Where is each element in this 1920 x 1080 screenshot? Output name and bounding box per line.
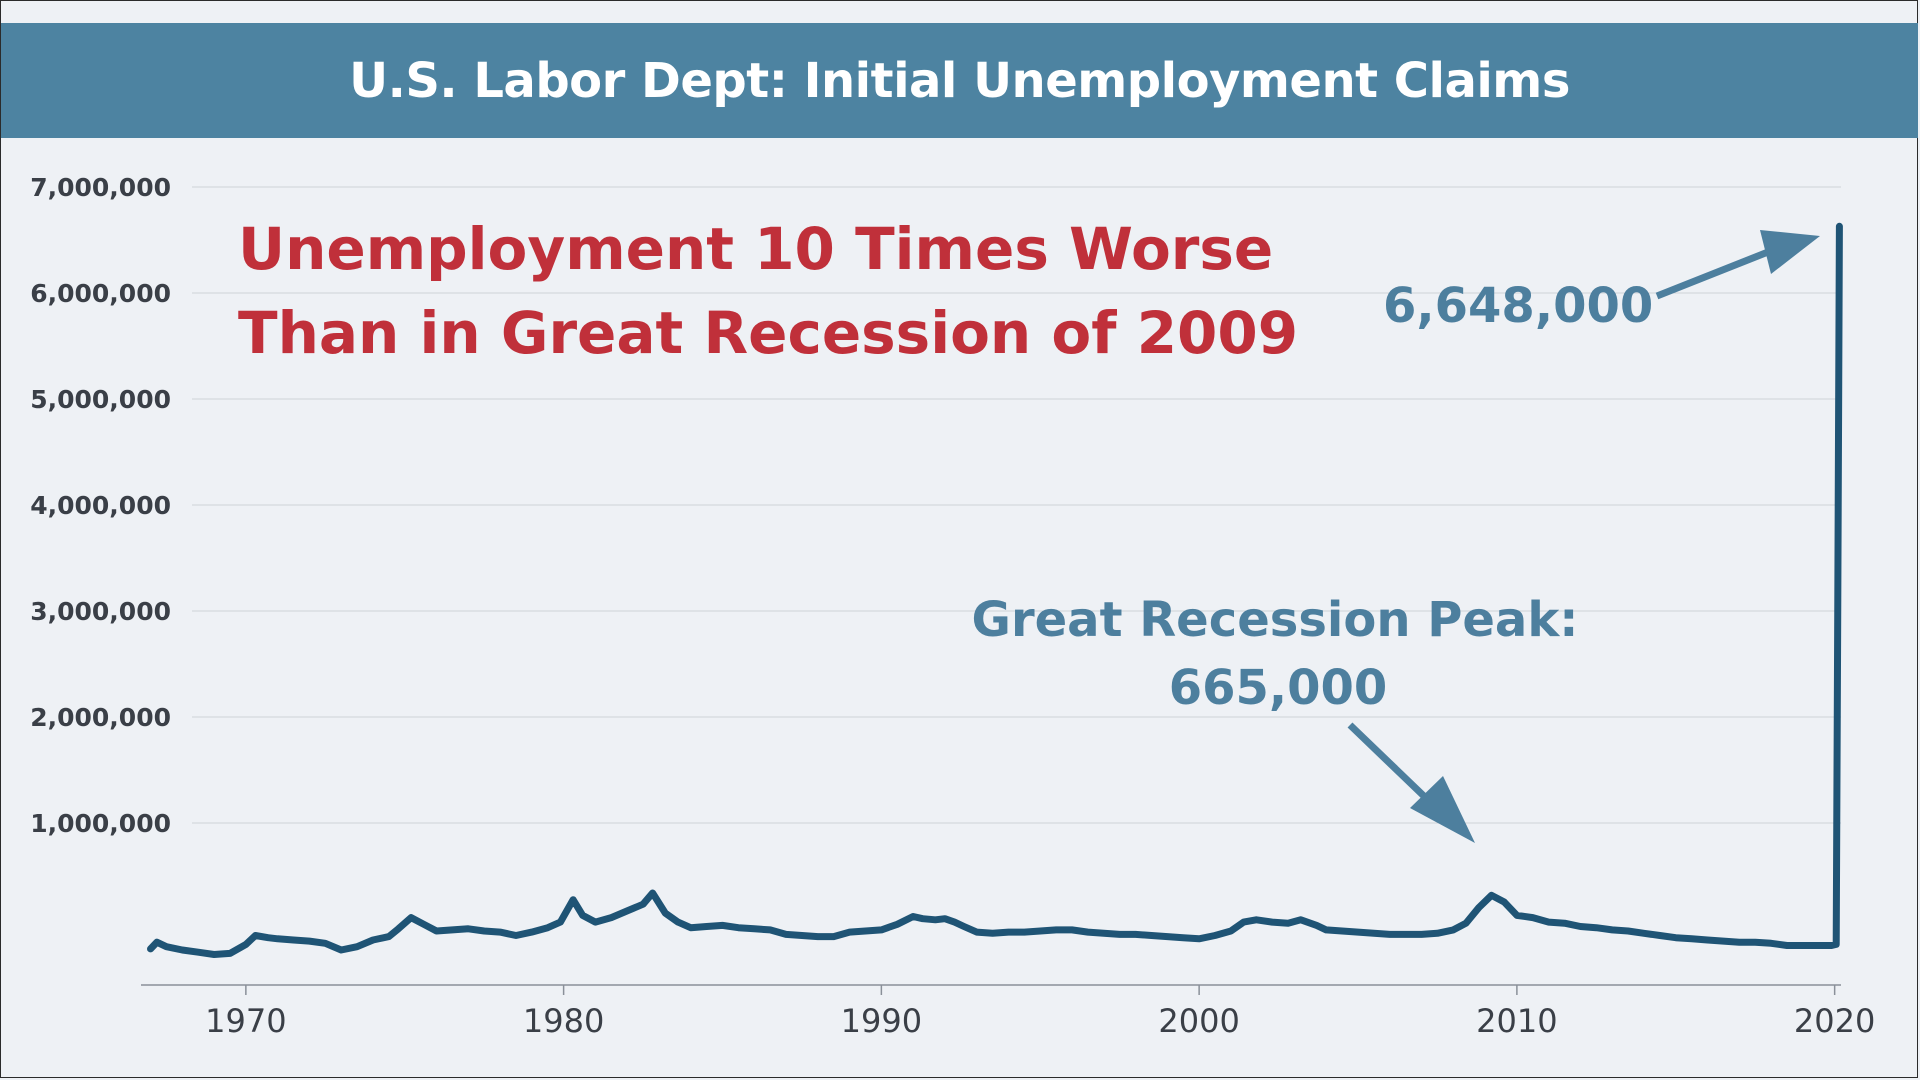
headline-line-1: Unemployment 10 Times Worse xyxy=(238,215,1273,283)
x-tick-label: 1970 xyxy=(205,1002,286,1040)
recession-peak-arrow-shaft xyxy=(1347,722,1431,803)
y-axis-ticks: 1,000,000 2,000,000 3,000,000 4,000,000 5,00… xyxy=(30,173,171,838)
y-tick-label: 7,000,000 xyxy=(30,173,171,202)
grid-lines xyxy=(192,186,1841,824)
title-bar: U.S. Labor Dept: Initial Unemployment Cl… xyxy=(1,23,1918,138)
y-tick-label: 6,000,000 xyxy=(30,279,171,308)
recession-peak-value: 665,000 xyxy=(1169,660,1388,716)
y-tick-label: 5,000,000 xyxy=(30,385,171,414)
covid-peak-arrow-shaft xyxy=(1655,248,1770,300)
chart-title: U.S. Labor Dept: Initial Unemployment Cl… xyxy=(349,52,1570,109)
x-tick-label: 2020 xyxy=(1794,1002,1875,1040)
x-tick-label: 2000 xyxy=(1158,1002,1239,1040)
recession-peak-label: Great Recession Peak: xyxy=(972,592,1579,648)
x-tick-label: 2010 xyxy=(1476,1002,1557,1040)
y-tick-label: 3,000,000 xyxy=(30,597,171,626)
headline-line-2: Than in Great Recession of 2009 xyxy=(238,299,1298,367)
x-tick-label: 1990 xyxy=(841,1002,922,1040)
y-tick-label: 4,000,000 xyxy=(30,491,171,520)
x-tick-label: 1980 xyxy=(523,1002,604,1040)
y-tick-label: 2,000,000 xyxy=(30,703,171,732)
covid-peak-value: 6,648,000 xyxy=(1383,278,1653,334)
recession-peak-arrow-head xyxy=(1410,776,1475,843)
y-tick-label: 1,000,000 xyxy=(30,809,171,838)
covid-peak-arrow-head xyxy=(1760,230,1820,274)
series-line-initial-claims xyxy=(147,222,1843,958)
x-axis-ticks: 1970 1980 1990 2000 2010 2020 xyxy=(205,985,1875,1040)
